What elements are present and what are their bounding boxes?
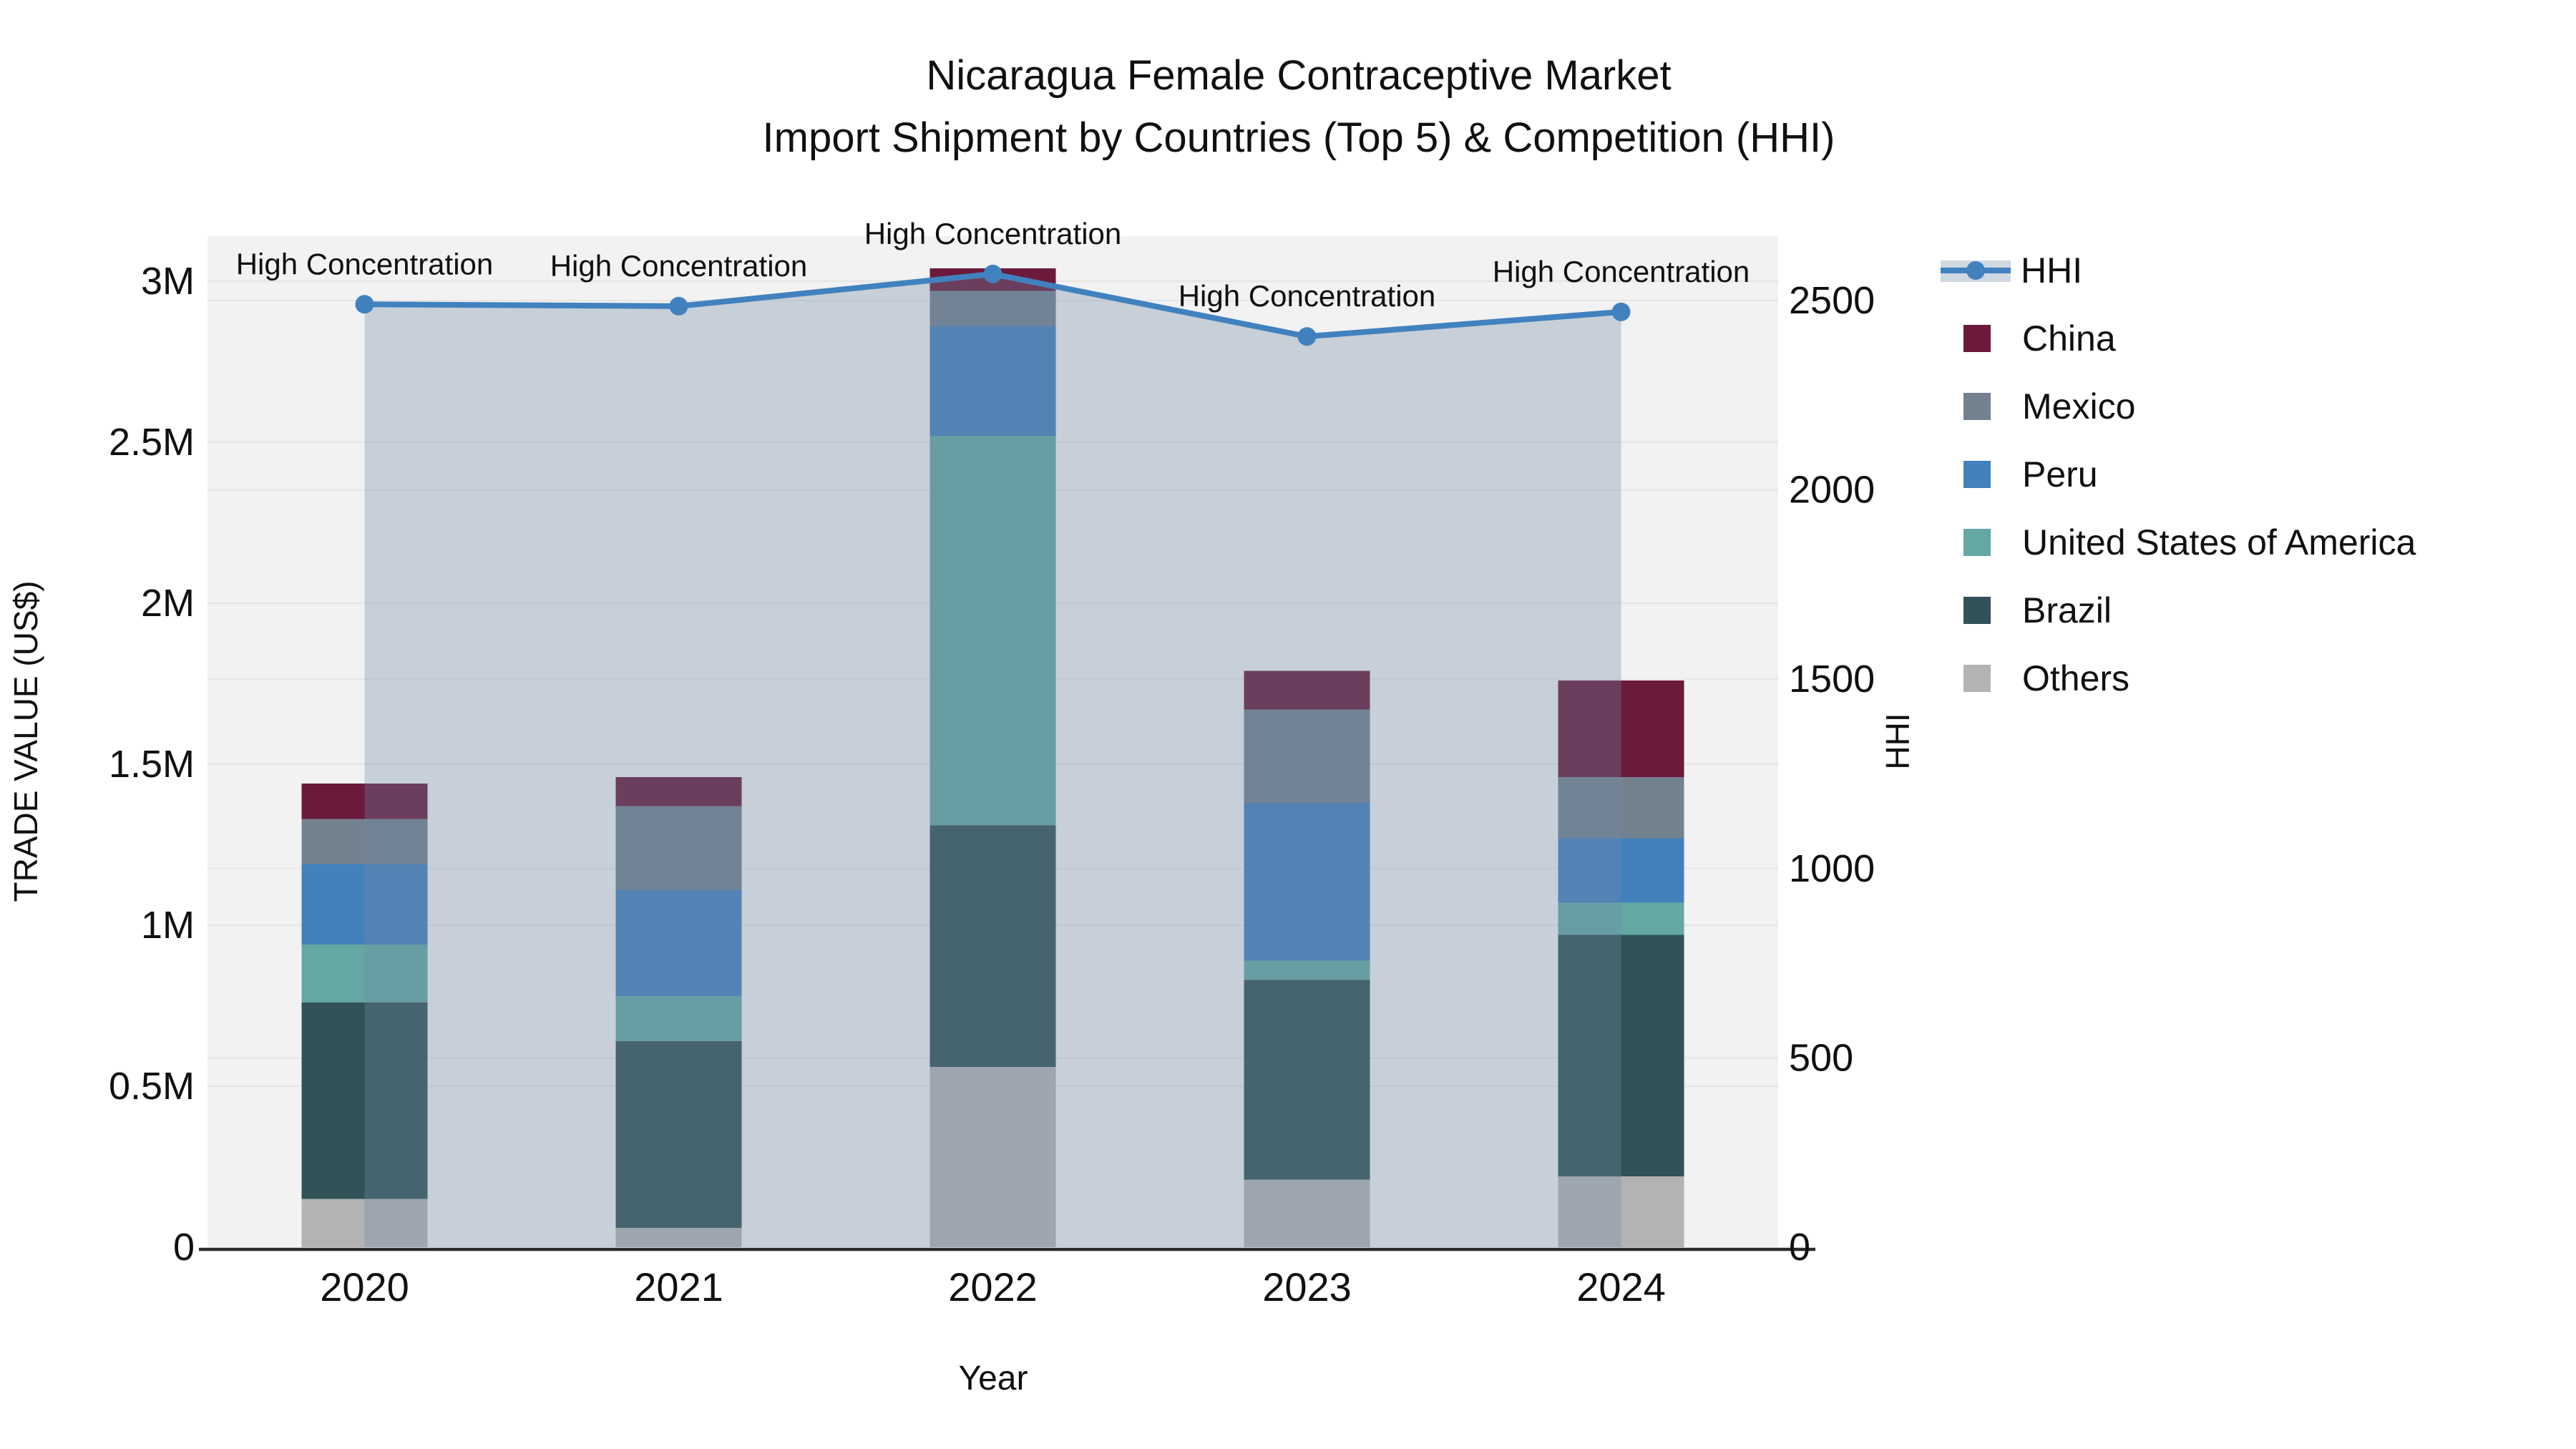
bar-segment-peru-2024[interactable] (1558, 838, 1684, 903)
legend: HHI China Mexico Peru United States of Ameri… (1941, 236, 2416, 712)
bar-segment-brazil-2022[interactable] (930, 825, 1056, 1068)
bar-segment-others-2022[interactable] (930, 1067, 1056, 1247)
bar-segment-china-2020[interactable] (301, 784, 428, 819)
hhi-marker-2021[interactable] (669, 296, 688, 316)
y-left-tick-0.5M: 0.5M (109, 1065, 195, 1108)
legend-swatch-brazil (1963, 596, 1991, 624)
bar-segment-mexico-2024[interactable] (1558, 777, 1684, 839)
x-tick-2024: 2024 (1576, 1264, 1666, 1309)
bar-segment-peru-2022[interactable] (930, 326, 1056, 436)
legend-swatch-united-states-of-america (1963, 528, 1991, 556)
legend-swatch-peru (1963, 460, 1991, 488)
legend-item-peru[interactable]: Peru (1941, 440, 2416, 508)
legend-swatch-mexico (1963, 392, 1991, 420)
legend-item-others[interactable]: Others (1941, 644, 2416, 712)
bar-segment-peru-2023[interactable] (1244, 803, 1370, 961)
bar-segment-peru-2020[interactable] (301, 864, 428, 945)
bar-segment-mexico-2021[interactable] (615, 806, 742, 890)
y-right-tick-1500: 1500 (1789, 658, 1875, 701)
bar-segment-united-states-of-america-2020[interactable] (301, 945, 428, 1002)
bar-segment-mexico-2022[interactable] (930, 291, 1056, 327)
bar-segment-peru-2021[interactable] (615, 889, 742, 997)
chart-title: Nicaragua Female Contraceptive Market Im… (0, 44, 2576, 169)
y-left-tick-1M: 1M (141, 904, 195, 947)
hhi-marker-2023[interactable] (1297, 327, 1317, 346)
y-right-tick-500: 500 (1789, 1036, 1853, 1079)
chart-title-line2: Import Shipment by Countries (Top 5) & C… (762, 114, 1835, 161)
y-left-axis-title: TRADE VALUE (US$) (7, 580, 44, 902)
bar-segment-others-2020[interactable] (301, 1199, 428, 1248)
y-left-tick-2M: 2M (141, 582, 195, 625)
bar-segment-brazil-2020[interactable] (301, 1002, 428, 1199)
hhi-area-fill (364, 273, 1621, 1247)
y-right-tick-1000: 1000 (1789, 847, 1875, 890)
x-tick-2022: 2022 (948, 1264, 1038, 1309)
legend-swatch-china (1963, 324, 1991, 352)
legend-swatch-others (1963, 664, 1991, 692)
legend-label: Brazil (2022, 590, 2112, 630)
legend-label: Others (2022, 658, 2130, 698)
annotation-high-concentration-2021: High Concentration (550, 249, 808, 283)
y-left-tick-1.5M: 1.5M (109, 743, 195, 786)
bar-segment-brazil-2023[interactable] (1244, 980, 1370, 1180)
legend-label: Mexico (2022, 386, 2136, 426)
x-tick-2021: 2021 (634, 1264, 723, 1309)
legend-item-hhi[interactable]: HHI (1941, 236, 2416, 304)
x-axis-title: Year (959, 1360, 1028, 1397)
annotation-high-concentration-2020: High Concentration (236, 247, 494, 280)
legend-item-mexico[interactable]: Mexico (1941, 372, 2416, 440)
annotation-high-concentration-2023: High Concentration (1179, 279, 1436, 313)
y-left-tick-2.5M: 2.5M (109, 421, 195, 464)
bar-segment-united-states-of-america-2023[interactable] (1244, 960, 1370, 980)
hhi-marker-2024[interactable] (1611, 302, 1631, 321)
bar-segment-united-states-of-america-2024[interactable] (1558, 902, 1684, 935)
bar-segment-mexico-2023[interactable] (1244, 709, 1370, 804)
legend-label: Peru (2022, 454, 2098, 494)
bar-segment-brazil-2021[interactable] (615, 1041, 742, 1228)
annotation-high-concentration-2022: High Concentration (864, 217, 1122, 250)
legend-label: China (2022, 318, 2116, 358)
legend-item-united-states-of-america[interactable]: United States of America (1941, 508, 2416, 576)
bar-segment-others-2023[interactable] (1244, 1179, 1370, 1248)
legend-hhi-marker-dot (1966, 260, 1985, 280)
legend-item-brazil[interactable]: Brazil (1941, 576, 2416, 644)
y-right-tick-0: 0 (1789, 1226, 1810, 1269)
bar-segment-united-states-of-america-2021[interactable] (615, 996, 742, 1041)
y-right-tick-2500: 2500 (1789, 279, 1875, 322)
bar-segment-brazil-2024[interactable] (1558, 935, 1684, 1177)
x-tick-2020: 2020 (320, 1264, 409, 1309)
bar-segment-others-2024[interactable] (1558, 1176, 1684, 1247)
bar-segment-china-2024[interactable] (1558, 680, 1684, 777)
y-right-tick-2000: 2000 (1789, 469, 1875, 512)
legend-item-china[interactable]: China (1941, 304, 2416, 372)
bar-segment-china-2023[interactable] (1244, 670, 1370, 710)
annotation-high-concentration-2024: High Concentration (1493, 255, 1750, 288)
legend-label: United States of America (2022, 522, 2416, 562)
y-right-axis-title: HHI (1879, 713, 1916, 769)
bar-segment-china-2021[interactable] (615, 777, 742, 806)
hhi-marker-2022[interactable] (983, 264, 1002, 283)
y-left-tick-3M: 3M (141, 260, 195, 303)
legend-label: HHI (2021, 250, 2083, 291)
y-left-tick-0: 0 (173, 1226, 195, 1269)
hhi-marker-2020[interactable] (355, 295, 374, 314)
x-tick-2023: 2023 (1262, 1264, 1352, 1309)
chart-title-line1: Nicaragua Female Contraceptive Market (926, 52, 1672, 99)
bar-segment-others-2021[interactable] (615, 1228, 742, 1247)
bar-segment-united-states-of-america-2022[interactable] (930, 436, 1056, 826)
bar-segment-mexico-2020[interactable] (301, 819, 428, 864)
legend-hhi-line-icon (1941, 255, 2011, 286)
